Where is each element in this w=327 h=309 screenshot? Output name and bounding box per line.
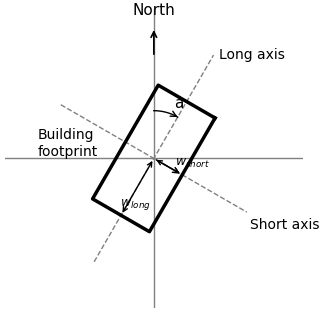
Text: $w_{short}$: $w_{short}$ xyxy=(175,157,210,170)
Text: Building
footprint: Building footprint xyxy=(38,129,98,159)
Text: North: North xyxy=(132,3,175,18)
Text: $w_{long}$: $w_{long}$ xyxy=(120,197,151,212)
Text: Short axis: Short axis xyxy=(250,218,319,232)
Text: Long axis: Long axis xyxy=(219,48,285,62)
Text: a: a xyxy=(175,96,184,111)
